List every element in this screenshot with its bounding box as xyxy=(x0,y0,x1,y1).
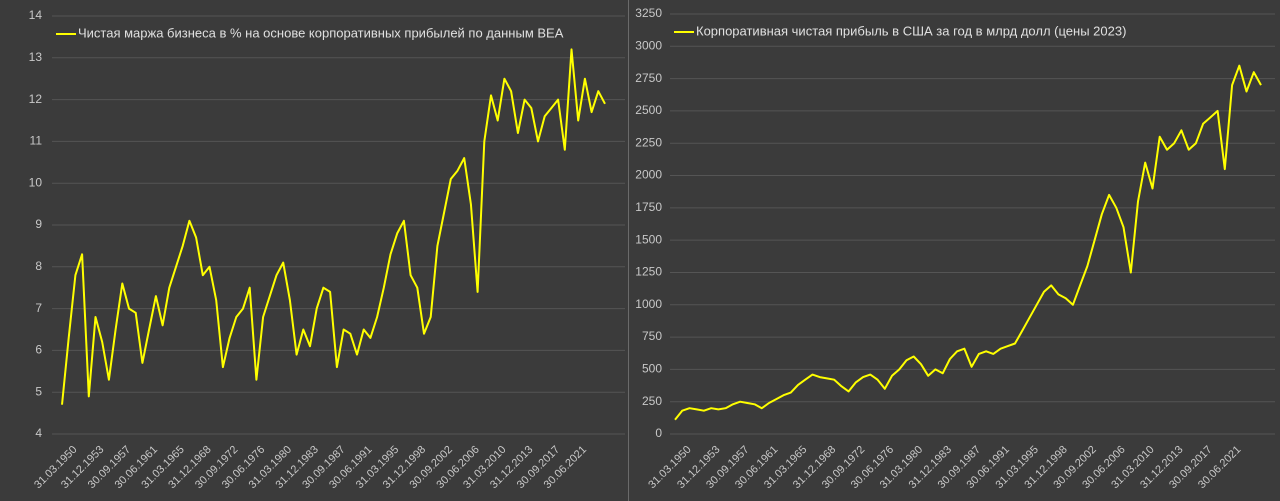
y-tick-label: 0 xyxy=(655,426,662,440)
y-tick-label: 13 xyxy=(29,50,43,64)
y-tick-label: 14 xyxy=(29,8,43,22)
y-tick-label: 10 xyxy=(29,175,43,189)
y-tick-label: 2750 xyxy=(635,71,662,85)
legend-label: Корпоративная чистая прибыль в США за го… xyxy=(696,23,1126,38)
y-tick-label: 9 xyxy=(35,217,42,231)
y-tick-label: 4 xyxy=(35,426,42,440)
y-tick-label: 500 xyxy=(642,362,662,376)
y-tick-label: 750 xyxy=(642,329,662,343)
y-tick-label: 1750 xyxy=(635,200,662,214)
y-tick-label: 2250 xyxy=(635,135,662,149)
data-line xyxy=(61,48,606,405)
y-tick-label: 3250 xyxy=(635,6,662,20)
data-line xyxy=(674,64,1262,421)
y-tick-label: 1000 xyxy=(635,297,662,311)
y-tick-label: 8 xyxy=(35,259,42,273)
y-tick-label: 2500 xyxy=(635,103,662,117)
legend-label: Чистая маржа бизнеса в % на основе корпо… xyxy=(78,25,564,40)
y-tick-label: 7 xyxy=(35,301,42,315)
y-tick-label: 11 xyxy=(30,134,43,148)
y-tick-label: 1500 xyxy=(635,232,662,246)
y-tick-label: 250 xyxy=(642,394,662,408)
y-tick-label: 6 xyxy=(35,343,42,357)
y-tick-label: 5 xyxy=(35,384,42,398)
y-tick-label: 1250 xyxy=(635,265,662,279)
y-tick-label: 12 xyxy=(29,92,43,106)
y-tick-label: 2000 xyxy=(635,168,662,182)
y-tick-label: 3000 xyxy=(635,38,662,52)
